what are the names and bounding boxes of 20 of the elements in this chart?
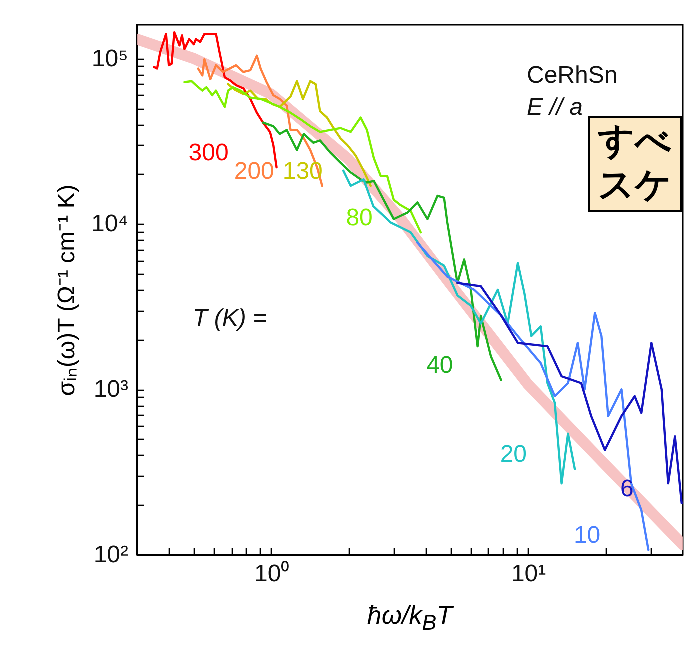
y-axis-title: σᵢₙ(ω)T (Ω⁻¹ cm⁻¹ K) [53,184,80,396]
annotation: CeRhSn [527,62,618,90]
series-label: 300 [188,140,229,167]
series-label: 80 [346,204,373,232]
annotation: スケ [598,165,672,206]
series-label: 200 [234,158,274,186]
x-tick-label: 10⁰ [254,560,290,588]
x-axis-title: ħω/k$_{B}$T [366,600,456,636]
series-label: 6 [620,475,634,502]
y-tick-label: 10⁴ [91,210,128,238]
annotation: すべ [598,121,672,162]
x-tick-label: 10¹ [511,560,546,588]
y-tick-label: 10⁵ [92,45,128,72]
series-label: 10 [574,522,601,550]
y-tick-label: 10² [94,542,129,568]
annotation: E // a [527,94,584,122]
series-label: 20 [500,441,528,468]
annotation: T (K) = [193,305,268,333]
y-tick-label: 10³ [94,376,129,404]
series-label: 40 [426,352,454,380]
